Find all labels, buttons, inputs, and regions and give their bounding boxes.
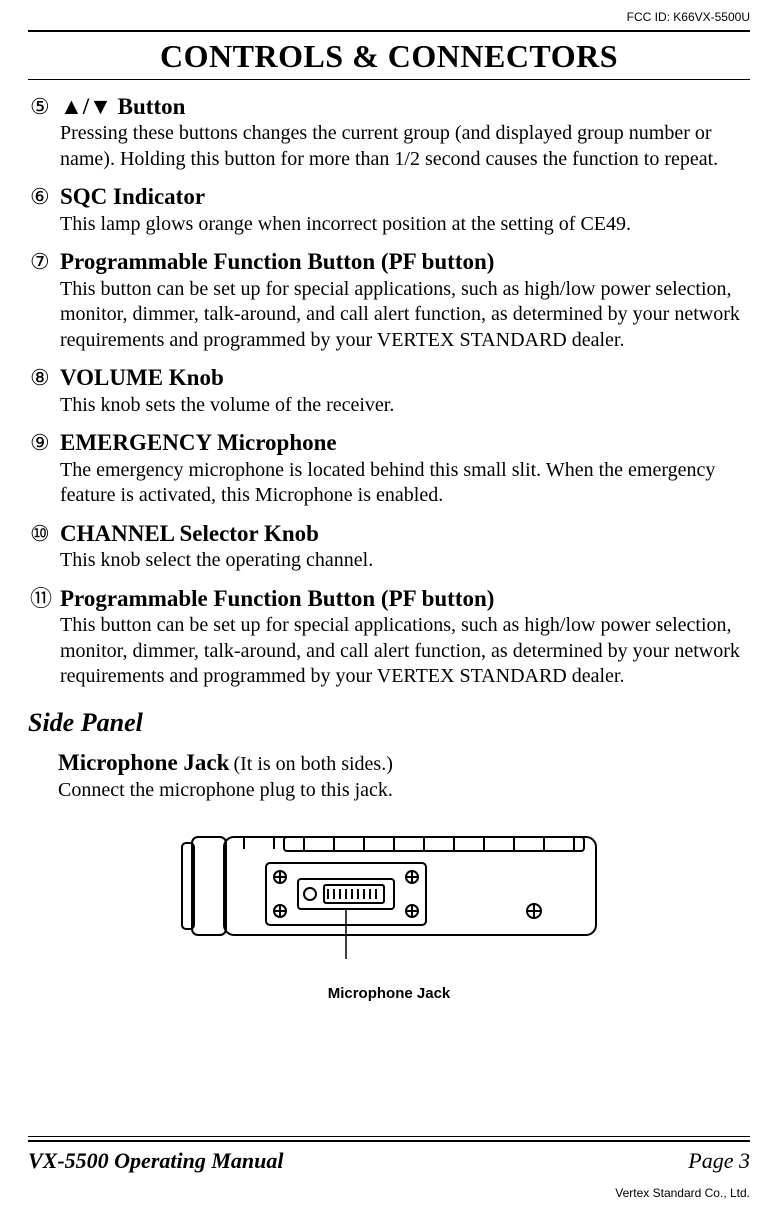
list-item: ⑩ CHANNEL Selector Knob This knob select… [30, 521, 748, 574]
mic-jack-block: Microphone Jack (It is on both sides.) C… [28, 750, 750, 804]
item-heading: SQC Indicator [60, 184, 748, 209]
list-item: ⑥ SQC Indicator This lamp glows orange w… [30, 184, 748, 237]
item-text: This knob sets the volume of the receive… [60, 393, 748, 419]
top-rule [28, 30, 750, 32]
item-text: This button can be set up for special ap… [60, 613, 748, 690]
item-number: ⑦ [30, 249, 60, 273]
item-heading: Programmable Function Button (PF button) [60, 249, 748, 274]
item-number: ⑩ [30, 521, 60, 545]
items-list: ⑤ ▲/▼ Button Pressing these buttons chan… [28, 94, 750, 690]
item-text: Pressing these buttons changes the curre… [60, 121, 748, 172]
list-item: ⑨ EMERGENCY Microphone The emergency mic… [30, 430, 748, 508]
vendor-label: Vertex Standard Co., Ltd. [615, 1186, 750, 1200]
item-heading: CHANNEL Selector Knob [60, 521, 748, 546]
radio-side-diagram [174, 829, 604, 974]
list-item: ⑤ ▲/▼ Button Pressing these buttons chan… [30, 94, 748, 172]
page-footer: VX-5500 Operating Manual Page 3 [28, 1136, 750, 1174]
item-heading: VOLUME Knob [60, 365, 748, 390]
item-heading: ▲/▼ Button [60, 94, 748, 119]
item-number: ⑨ [30, 430, 60, 454]
section-title: CONTROLS & CONNECTORS [28, 34, 750, 80]
item-text: This button can be set up for special ap… [60, 277, 748, 354]
footer-manual-title: VX-5500 Operating Manual [28, 1148, 284, 1174]
list-item: ⑦ Programmable Function Button (PF butto… [30, 249, 748, 353]
side-panel-title: Side Panel [28, 708, 750, 738]
item-text: This lamp glows orange when incorrect po… [60, 212, 748, 238]
item-heading: Programmable Function Button (PF button) [60, 586, 748, 611]
list-item: ⑧ VOLUME Knob This knob sets the volume … [30, 365, 748, 418]
diagram-caption: Microphone Jack [28, 985, 750, 1002]
item-text: The emergency microphone is located behi… [60, 458, 748, 509]
item-number: ⑪ [30, 586, 60, 610]
diagram-container: Microphone Jack [28, 829, 750, 1002]
item-text: This knob select the operating channel. [60, 548, 748, 574]
item-number: ⑧ [30, 365, 60, 389]
fcc-id-label: FCC ID: K66VX-5500U [28, 10, 750, 24]
mic-jack-heading: Microphone Jack [58, 750, 229, 775]
list-item: ⑪ Programmable Function Button (PF butto… [30, 586, 748, 690]
item-number: ⑥ [30, 184, 60, 208]
footer-page-number: Page 3 [688, 1148, 750, 1174]
mic-jack-note: (It is on both sides.) [233, 753, 392, 775]
item-heading: EMERGENCY Microphone [60, 430, 748, 455]
item-number: ⑤ [30, 94, 60, 118]
mic-jack-text: Connect the microphone plug to this jack… [58, 778, 750, 804]
